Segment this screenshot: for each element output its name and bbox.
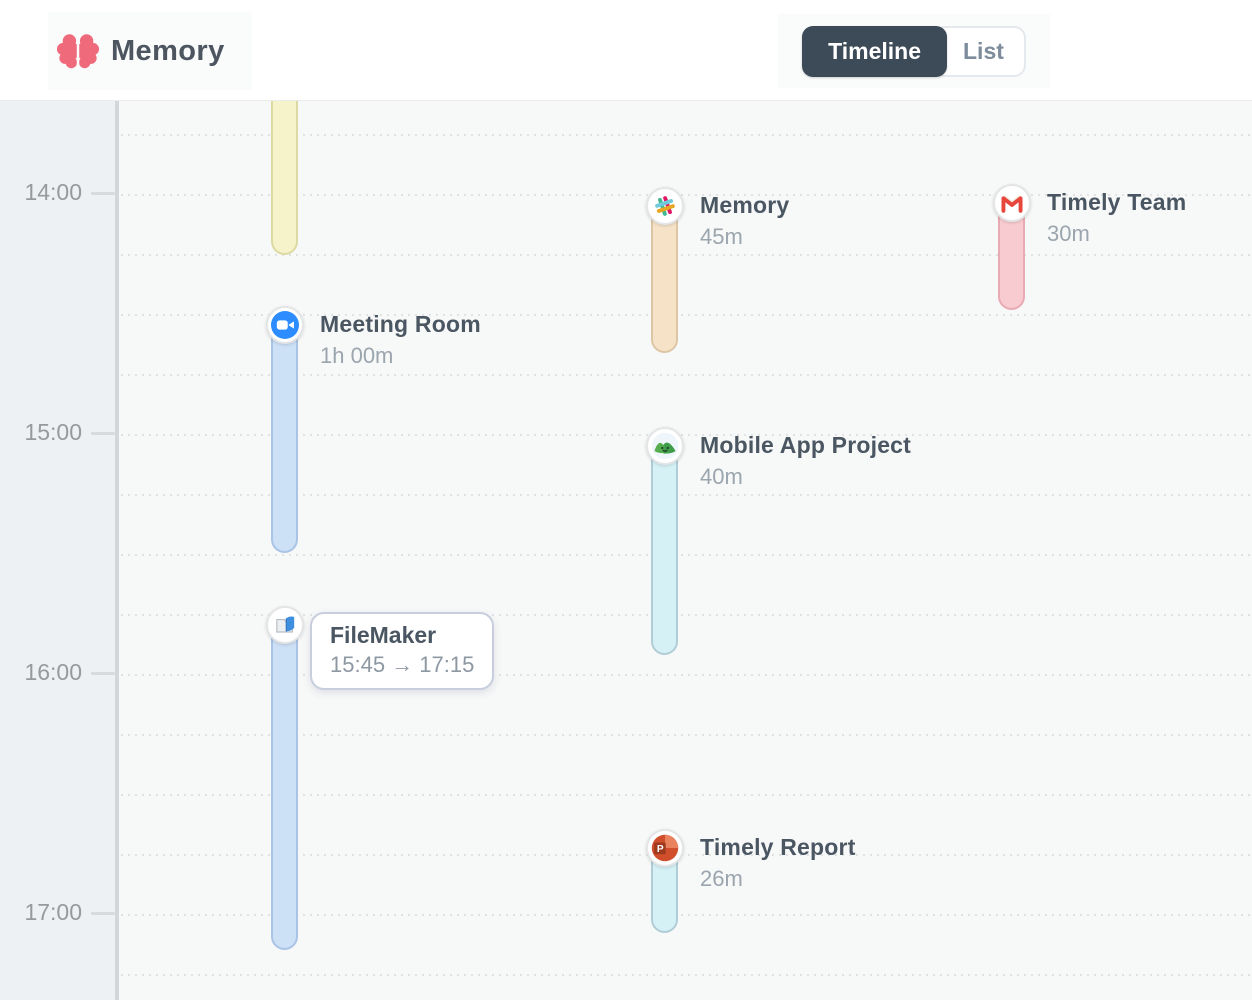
event-pill-filemaker[interactable] [271, 612, 298, 950]
gridline-15min [121, 374, 1252, 376]
powerpoint-icon[interactable]: P [646, 829, 684, 867]
event-duration: 30m [1047, 221, 1090, 246]
gridline-15min [121, 254, 1252, 256]
timeline-area[interactable]: 14:00 15:00 16:00 17:00 Memory 45m Timely T… [0, 101, 1252, 1000]
event-title: Mobile App Project [700, 432, 912, 458]
event-labels: Timely Team 30m [1047, 187, 1186, 249]
zoom-icon[interactable] [266, 306, 304, 344]
gridline-15min [121, 494, 1252, 496]
brain-icon [56, 31, 100, 71]
gridline-15min [121, 554, 1252, 556]
app-title: Memory [111, 34, 225, 67]
gridline-15min [121, 914, 1252, 916]
view-toggle-segmented-control: Timeline List [802, 25, 1026, 77]
hour-tick [91, 192, 115, 195]
hour-tick [91, 912, 115, 915]
event-tooltip: FileMaker 15:45 → 17:15 [310, 612, 495, 690]
time-gutter [0, 101, 115, 1000]
gridline-15min [121, 434, 1252, 436]
event-duration: 40m [700, 464, 743, 489]
view-toggle: Timeline List [778, 14, 1050, 88]
gridline-15min [121, 314, 1252, 316]
event-pill-mobile-app-project[interactable] [651, 433, 678, 655]
basecamp-icon[interactable] [646, 427, 684, 465]
tooltip-title: FileMaker [330, 622, 437, 648]
event-duration: 26m [700, 866, 743, 891]
tab-list[interactable]: List [933, 25, 1026, 77]
gridline-15min [121, 134, 1252, 136]
event-labels: Memory 45m [700, 190, 789, 252]
app-logo: Memory [48, 12, 252, 90]
hour-tick [91, 432, 115, 435]
event-labels: Mobile App Project 40m [700, 430, 911, 492]
gridline-15min [121, 854, 1252, 856]
gridline-15min [121, 614, 1252, 616]
filemaker-icon[interactable] [266, 606, 304, 644]
event-title: Timely Team [1047, 189, 1187, 215]
tooltip-time-range: 15:45 → 17:15 [330, 652, 475, 677]
event-duration: 45m [700, 224, 743, 249]
slack-icon[interactable] [646, 187, 684, 225]
time-label: 14:00 [24, 179, 82, 205]
event-title: Timely Report [700, 834, 856, 860]
time-label: 15:00 [24, 419, 82, 445]
tab-timeline[interactable]: Timeline [802, 25, 947, 77]
app-header: Memory Timeline List [0, 0, 1252, 101]
gutter-divider [115, 101, 119, 1000]
event-title: Meeting Room [320, 311, 481, 337]
event-duration: 1h 00m [320, 343, 394, 368]
gridline-15min [121, 974, 1252, 976]
event-pill-meeting-room[interactable] [271, 312, 298, 553]
gridline-15min [121, 734, 1252, 736]
event-labels: Meeting Room 1h 00m [320, 309, 481, 371]
event-labels: Timely Report 26m [700, 832, 856, 894]
svg-text:P: P [657, 844, 664, 855]
time-label: 17:00 [24, 899, 82, 925]
event-pill[interactable] [271, 101, 298, 255]
gridline-15min [121, 794, 1252, 796]
hour-tick [91, 672, 115, 675]
time-label: 16:00 [24, 659, 82, 685]
gridline-15min [121, 194, 1252, 196]
gmail-icon[interactable] [993, 184, 1031, 222]
event-title: Memory [700, 192, 790, 218]
gridline-15min [121, 674, 1252, 676]
